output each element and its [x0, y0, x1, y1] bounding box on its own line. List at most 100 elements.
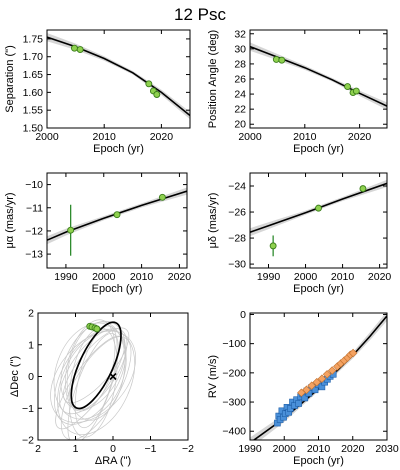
x-tick-label: 2020 — [368, 271, 392, 283]
x-tick-label: 2000 — [273, 443, 297, 455]
y-tick-label: −2 — [22, 435, 34, 447]
panel-3: 1990 2000 2010 2020 −13 −12 −11 −10 Epoch (yr) μα… — [4, 172, 192, 295]
y-tick-label: 1.50 — [23, 123, 44, 135]
y-tick-label: −300 — [222, 397, 246, 409]
plot-area — [250, 313, 387, 440]
x-tick-label: 2000 — [92, 271, 116, 283]
x-tick-label: 2020 — [168, 271, 192, 283]
y-tick-label: −12 — [25, 225, 43, 237]
panel-1: 2000 2010 2020 1.50 1.55 1.60 1.65 1.70 1.75 Epoc… — [4, 29, 191, 155]
sampled-orbit — [74, 325, 118, 429]
panels: 2000 2010 20201.501.551.601.651.701.75Epoc… — [4, 28, 399, 467]
data-point — [71, 44, 78, 52]
x-tick-label: 1990 — [54, 271, 78, 283]
x-tick-label: 2000 — [238, 131, 262, 143]
x-tick-label: −2 — [182, 443, 194, 455]
data-point — [76, 46, 84, 54]
axes-frame — [46, 172, 188, 269]
y-axis-label: ΔDec (") — [9, 356, 21, 397]
x-tick-label: 2000 — [35, 131, 59, 143]
rv-point — [322, 370, 332, 379]
y-tick-label: 0 — [28, 371, 34, 383]
y-axis-label: Position Angle (deg) — [207, 30, 219, 128]
y-tick-label: 26 — [234, 74, 246, 86]
plot-area — [47, 33, 190, 120]
axes-frame — [249, 29, 388, 129]
y-tick-label: −28 — [228, 233, 246, 245]
best-fit-orbit — [70, 321, 122, 410]
data-point — [278, 56, 286, 64]
rv-point — [312, 377, 322, 387]
y-tick-label: −10 — [25, 179, 43, 191]
x-tick-label: 2010 — [331, 271, 355, 283]
rv-point — [311, 386, 319, 394]
data-point — [344, 83, 351, 90]
plot-area — [250, 42, 387, 110]
data-point — [153, 91, 161, 98]
sampled-orbit — [55, 335, 125, 430]
data-point — [272, 55, 280, 63]
x-tick-label: 1990 — [257, 271, 281, 283]
model-curve — [250, 45, 387, 107]
x-axis-label: Epoch (yr) — [293, 143, 344, 155]
axes-frame — [46, 29, 191, 129]
x-axis-label: Epoch (yr) — [93, 143, 144, 155]
posterior-band — [250, 42, 387, 110]
x-axis-label: Epoch (yr) — [92, 283, 143, 295]
y-tick-label: 24 — [234, 89, 246, 101]
sampled-orbit — [60, 336, 132, 440]
x-axis-label: Epoch (yr) — [293, 455, 344, 467]
axes-frame — [249, 172, 388, 269]
y-tick-label: 30 — [234, 43, 246, 55]
y-tick-label: 2 — [28, 308, 34, 320]
y-tick-label: 0 — [240, 309, 246, 321]
model-curve — [47, 190, 187, 241]
x-tick-label: 0 — [110, 443, 116, 455]
rv-point — [301, 394, 309, 402]
panel-4: 1990 2000 2010 2020 −30 −28 −26 −24 Epoch (yr) μδ… — [207, 172, 392, 295]
panel-6: 1990 2000 2010 2020 2030 −400 −300 −200 −100 0 Epo… — [207, 309, 399, 467]
rv-point — [297, 388, 306, 397]
rv-point — [327, 366, 337, 375]
y-tick-label: 1.55 — [23, 105, 44, 117]
x-tick-label: 2020 — [341, 443, 365, 455]
x-axis-label: ΔRA (") — [95, 455, 131, 467]
posterior-band — [47, 33, 190, 120]
x-tick-label: 2010 — [307, 443, 331, 455]
data-point — [269, 242, 277, 250]
y-tick-label: −400 — [222, 426, 246, 438]
y-tick-label: 1.70 — [23, 51, 44, 63]
rv-point — [307, 381, 316, 390]
host-star-marker — [109, 372, 117, 381]
x-tick-label: 2010 — [130, 271, 154, 283]
figure-title: 12 Psc — [174, 5, 226, 24]
data-point — [352, 87, 360, 95]
y-axis-label: Separation (") — [4, 45, 16, 113]
plot-area — [50, 319, 137, 440]
y-tick-label: 1 — [28, 339, 34, 351]
sampled-orbit — [68, 327, 118, 438]
x-axis-label: Epoch (yr) — [293, 283, 344, 295]
y-tick-label: 1.60 — [23, 87, 44, 99]
sampled-orbit — [67, 332, 119, 440]
y-axis-label: μδ (mas/yr) — [207, 193, 219, 249]
rv-point — [302, 385, 311, 395]
y-tick-label: −26 — [228, 207, 246, 219]
model-curve — [250, 182, 387, 233]
x-tick-label: 2030 — [375, 443, 399, 455]
rv-point — [317, 374, 327, 383]
data-point — [145, 80, 153, 88]
y-axis-label: RV (m/s) — [207, 355, 219, 398]
axes-frame — [249, 312, 388, 441]
x-tick-label: 2 — [35, 443, 41, 455]
y-tick-label: −11 — [26, 202, 43, 214]
y-tick-label: −100 — [222, 338, 246, 350]
plot-area — [47, 187, 187, 256]
panel-5: 2 1 0 −1 −2 −2 −1 0 1 2 ΔRA (") ΔDec (") — [9, 308, 194, 468]
rv-point — [295, 400, 302, 407]
data-point — [93, 325, 101, 333]
y-tick-label: 32 — [234, 28, 246, 40]
data-point — [67, 226, 75, 234]
